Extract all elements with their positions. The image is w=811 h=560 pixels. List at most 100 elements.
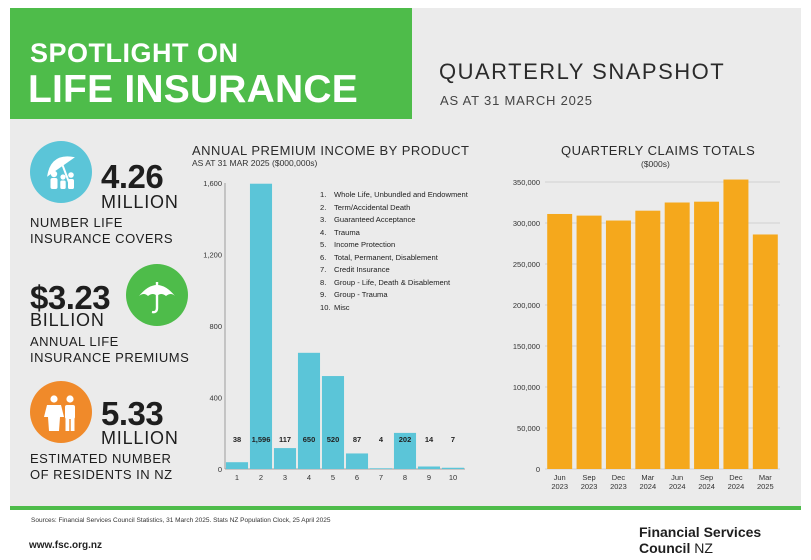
claims-y-tick: 100,000 bbox=[513, 383, 540, 392]
premium-bar bbox=[321, 376, 345, 469]
premium-x-tick: 1 bbox=[235, 473, 239, 482]
premium-data-label: 1,596 bbox=[252, 435, 271, 444]
claims-x-tick-year: 2024 bbox=[669, 482, 686, 491]
umbrella-icon bbox=[126, 264, 188, 326]
legend-item-8: 8. Group - Life, Death & Disablement bbox=[320, 277, 451, 287]
snapshot-date: AS AT 31 MARCH 2025 bbox=[440, 93, 593, 108]
stat-premiums-value: $3.23 bbox=[30, 279, 111, 316]
premium-bar bbox=[369, 468, 393, 469]
premium-bar bbox=[393, 432, 417, 469]
legend-item-2: 2. Term/Accidental Death bbox=[320, 202, 411, 212]
claims-bar bbox=[752, 234, 778, 469]
legend-item-5: 5. Income Protection bbox=[320, 240, 396, 249]
hero-line-2: LIFE INSURANCE bbox=[28, 68, 358, 111]
premium-data-label: 650 bbox=[303, 435, 316, 444]
stat-residents-unit: MILLION bbox=[101, 428, 179, 448]
premium-y-tick: 0 bbox=[218, 465, 222, 474]
umbrella-family-icon bbox=[30, 141, 92, 203]
claims-x-tick-month: Mar bbox=[759, 473, 772, 482]
claims-x-tick-year: 2024 bbox=[639, 482, 656, 491]
premium-x-tick: 6 bbox=[355, 473, 359, 482]
claims-x-tick-year: 2023 bbox=[551, 482, 568, 491]
premium-y-tick: 400 bbox=[209, 394, 222, 403]
org-logo-line-2: Council NZ bbox=[639, 540, 713, 556]
claims-x-tick-month: Jun bbox=[671, 473, 683, 482]
stat-premiums-desc: ANNUAL LIFE INSURANCE PREMIUMS bbox=[30, 334, 190, 365]
claims-chart-title: QUARTERLY CLAIMS TOTALS bbox=[561, 143, 756, 158]
website-link[interactable]: www.fsc.org.nz bbox=[29, 540, 102, 551]
premium-bar bbox=[249, 183, 273, 469]
premium-x-tick: 8 bbox=[403, 473, 407, 482]
premium-y-tick: 800 bbox=[209, 322, 222, 331]
premium-bar bbox=[417, 466, 441, 469]
org-logo-line-1: Financial Services bbox=[639, 524, 762, 540]
claims-bar bbox=[605, 220, 631, 469]
premium-x-tick: 4 bbox=[307, 473, 311, 482]
premium-data-label: 4 bbox=[379, 435, 384, 444]
premium-data-label: 7 bbox=[451, 435, 455, 444]
premium-data-label: 202 bbox=[399, 435, 412, 444]
claims-y-tick: 150,000 bbox=[513, 342, 540, 351]
premium-bar bbox=[297, 352, 321, 469]
premium-chart-subtitle: AS AT 31 MAR 2025 ($000,000s) bbox=[192, 158, 318, 168]
premium-bar bbox=[441, 467, 465, 469]
legend-item-6: 6. Total, Permanent, Disablement bbox=[320, 252, 438, 262]
claims-chart-subtitle: ($000s) bbox=[641, 159, 670, 169]
hero-line-1: SPOTLIGHT ON bbox=[30, 38, 239, 68]
snapshot-title: QUARTERLY SNAPSHOT bbox=[439, 59, 726, 84]
premium-bar bbox=[225, 462, 249, 469]
claims-y-tick: 200,000 bbox=[513, 301, 540, 310]
claims-x-tick-year: 2023 bbox=[610, 482, 627, 491]
premium-chart-title: ANNUAL PREMIUM INCOME BY PRODUCT bbox=[192, 143, 470, 158]
claims-x-tick-year: 2023 bbox=[581, 482, 598, 491]
claims-x-tick-year: 2024 bbox=[698, 482, 715, 491]
sources-note: Sources: Financial Services Council Stat… bbox=[31, 517, 331, 524]
stat-covers-unit: MILLION bbox=[101, 192, 179, 212]
claims-x-tick-year: 2025 bbox=[757, 482, 774, 491]
claims-y-tick: 350,000 bbox=[513, 178, 540, 187]
premium-data-label: 38 bbox=[233, 435, 241, 444]
claims-x-tick-month: Jun bbox=[554, 473, 566, 482]
stat-covers-value: 4.26 bbox=[101, 158, 164, 195]
claims-bar bbox=[576, 215, 602, 469]
premium-bar bbox=[273, 448, 297, 469]
premium-x-tick: 3 bbox=[283, 473, 287, 482]
premium-y-tick: 1,200 bbox=[203, 251, 222, 260]
premium-data-label: 14 bbox=[425, 435, 434, 444]
premium-x-tick: 10 bbox=[449, 473, 457, 482]
premium-data-label: 117 bbox=[279, 435, 291, 444]
claims-x-tick-year: 2024 bbox=[728, 482, 745, 491]
premium-chart-legend: 1. Whole Life, Unbundled and Endowment 2. T… bbox=[320, 189, 468, 314]
claims-bar bbox=[547, 213, 573, 469]
claims-x-tick-month: Dec bbox=[729, 473, 743, 482]
claims-x-tick-month: Dec bbox=[612, 473, 626, 482]
legend-item-7: 7. Credit Insurance bbox=[320, 265, 390, 274]
claims-y-tick: 50,000 bbox=[517, 424, 540, 433]
stat-premiums-unit: BILLION bbox=[30, 310, 105, 330]
claims-bar bbox=[694, 201, 720, 469]
hero-banner bbox=[10, 8, 412, 119]
premium-x-tick: 7 bbox=[379, 473, 383, 482]
claims-y-tick: 250,000 bbox=[513, 260, 540, 269]
legend-item-4: 4. Trauma bbox=[320, 227, 360, 237]
claims-bar bbox=[723, 179, 749, 470]
legend-item-1: 1. Whole Life, Unbundled and Endowment bbox=[320, 190, 468, 199]
claims-x-tick-month: Mar bbox=[641, 473, 654, 482]
claims-x-tick-month: Sep bbox=[700, 473, 713, 482]
premium-bar bbox=[345, 453, 369, 469]
legend-item-3: 3. Guaranteed Acceptance bbox=[320, 215, 416, 224]
footer-rule bbox=[10, 506, 801, 510]
claims-y-tick: 300,000 bbox=[513, 219, 540, 228]
claims-x-tick-month: Sep bbox=[582, 473, 595, 482]
legend-item-10: 10. Misc bbox=[320, 302, 350, 312]
claims-bar bbox=[635, 210, 661, 469]
premium-x-tick: 2 bbox=[259, 473, 263, 482]
premium-x-tick: 9 bbox=[427, 473, 431, 482]
stat-residents-desc: ESTIMATED NUMBER OF RESIDENTS IN NZ bbox=[30, 451, 173, 482]
premium-x-tick: 5 bbox=[331, 473, 335, 482]
claims-y-tick: 0 bbox=[536, 465, 540, 474]
premium-data-label: 520 bbox=[327, 435, 340, 444]
legend-item-9: 9. Group - Trauma bbox=[320, 290, 388, 299]
